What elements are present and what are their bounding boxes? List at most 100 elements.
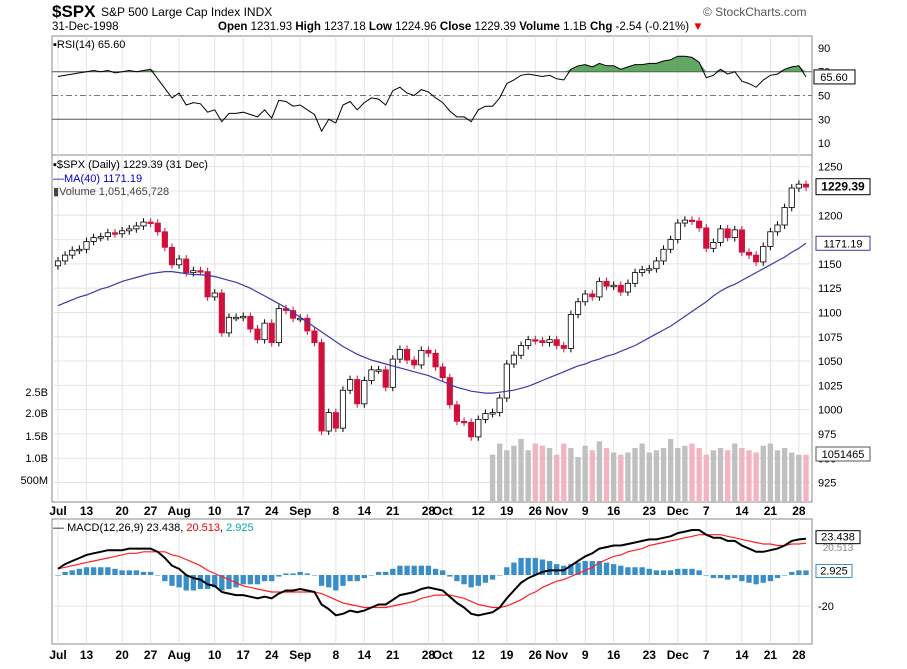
macd-hist-bar [283, 573, 289, 575]
price-tick-label: 1000 [818, 405, 842, 417]
candle-body [354, 379, 361, 405]
macd-x-tick-label: 20 [115, 648, 129, 662]
low-value: 1224.96 [395, 21, 437, 33]
macd-x-tick-label: Jul [49, 648, 66, 662]
volume-tick-label: 2.0B [25, 408, 48, 420]
candle-body [767, 231, 774, 247]
volume-bar [504, 450, 510, 502]
macd-hist-bar [717, 575, 724, 579]
rsi-overbought-fill [58, 56, 806, 72]
macd-hist-bar [361, 575, 367, 579]
macd-hist-bar [147, 571, 154, 575]
candle-body [304, 317, 311, 332]
ma-last-label: 1171.19 [824, 238, 863, 250]
macd-hist-bar [155, 575, 161, 576]
rsi-tick-label: 50 [818, 91, 830, 103]
macd-hist-bar [318, 575, 325, 586]
volume-bar [753, 452, 759, 502]
macd-x-tick-label: 21 [386, 648, 400, 662]
candle-body [396, 348, 404, 360]
x-tick-label: 14 [358, 504, 372, 518]
macd-hist-bar [425, 565, 432, 575]
macd-hist-bar [183, 575, 189, 591]
candle-body [361, 380, 368, 405]
ma40-line [57, 242, 807, 394]
macd-x-tick-label: 28 [422, 648, 436, 662]
x-tick-label: 27 [144, 504, 158, 518]
candle-body [140, 221, 147, 227]
candle-body [802, 183, 810, 188]
x-tick-label: 9 [582, 504, 589, 518]
macd-hist-bar [796, 570, 802, 575]
candle-body [639, 269, 646, 274]
macd-x-tick-label: 26 [529, 648, 543, 662]
down-arrow-icon: ▼ [692, 21, 704, 33]
candle-body [225, 316, 233, 334]
watermark: © StockCharts.com [703, 5, 807, 19]
candle-body [76, 248, 83, 252]
x-tick-label: 8 [332, 504, 339, 518]
volume-bar [710, 450, 717, 502]
macd-hist-bar [69, 570, 75, 575]
macd-hist-bar [518, 557, 524, 575]
candle-body [582, 293, 589, 303]
volume-bar [546, 448, 553, 502]
volume-bar [696, 448, 702, 502]
candle-body [126, 228, 133, 232]
candle-body [653, 260, 660, 270]
volume-bar [497, 443, 503, 502]
macd-x-tick-label: 10 [208, 648, 222, 662]
candle-body [753, 254, 760, 263]
price-tick-label: 1250 [818, 162, 842, 174]
open-value: 1231.93 [250, 21, 293, 33]
rsi-last-label: 65.60 [820, 72, 848, 84]
macd-hist-bar [575, 562, 581, 575]
x-tick-label: 21 [764, 504, 778, 518]
volume-tick-label: 1.5B [25, 431, 48, 443]
candle-body [425, 349, 432, 354]
candle-body [510, 354, 517, 365]
volume-bar [568, 448, 574, 502]
macd-x-tick-label: 17 [237, 648, 251, 662]
macd-x-tick-label: 14 [735, 648, 749, 662]
candle-body [133, 225, 140, 230]
volume-last-label: 1051465 [822, 449, 865, 461]
candle-body [261, 322, 268, 341]
candle-body [54, 260, 62, 267]
chg-value: -2.54 (-0.21%) [615, 21, 690, 33]
macd-hist-bar [789, 571, 795, 575]
macd-hist-bar [397, 565, 403, 575]
macd-hist-bar [603, 562, 610, 575]
volume-tick-label: 500M [20, 475, 48, 487]
macd-hist-bar [83, 567, 90, 575]
candle-body [646, 268, 653, 271]
ma-legend-text: MA(40) 1171.19 [64, 173, 143, 185]
macd-x-tick-label: 14 [358, 648, 372, 662]
candle-body [83, 241, 90, 250]
volume-bar [682, 445, 688, 502]
macd-hist-bar [746, 575, 752, 583]
candle-body [660, 248, 667, 262]
macd-hist-bar [724, 575, 731, 580]
x-tick-label: 19 [500, 504, 514, 518]
candle-body [738, 229, 745, 253]
macd-hist-bar [682, 568, 688, 575]
candle-body [574, 301, 582, 315]
candle-body [190, 270, 197, 274]
candle-body [147, 221, 154, 224]
candle-body [154, 222, 161, 233]
volume-bar [532, 443, 538, 502]
macd-hist-bar [596, 561, 603, 575]
candle-body [603, 280, 610, 287]
candle-body [468, 421, 475, 438]
volume-bar [746, 450, 752, 502]
candle-body [382, 369, 389, 388]
macd-tick-label: -20 [818, 601, 834, 613]
volume-legend: ▮Volume 1,051,465,728 [53, 186, 170, 198]
macd-hist-bar [176, 575, 182, 588]
candle-body [745, 251, 753, 256]
candle-body [197, 270, 204, 273]
candle-body [254, 328, 261, 341]
macd-hist-bar [98, 567, 104, 575]
macd-hist-bar [667, 570, 674, 575]
